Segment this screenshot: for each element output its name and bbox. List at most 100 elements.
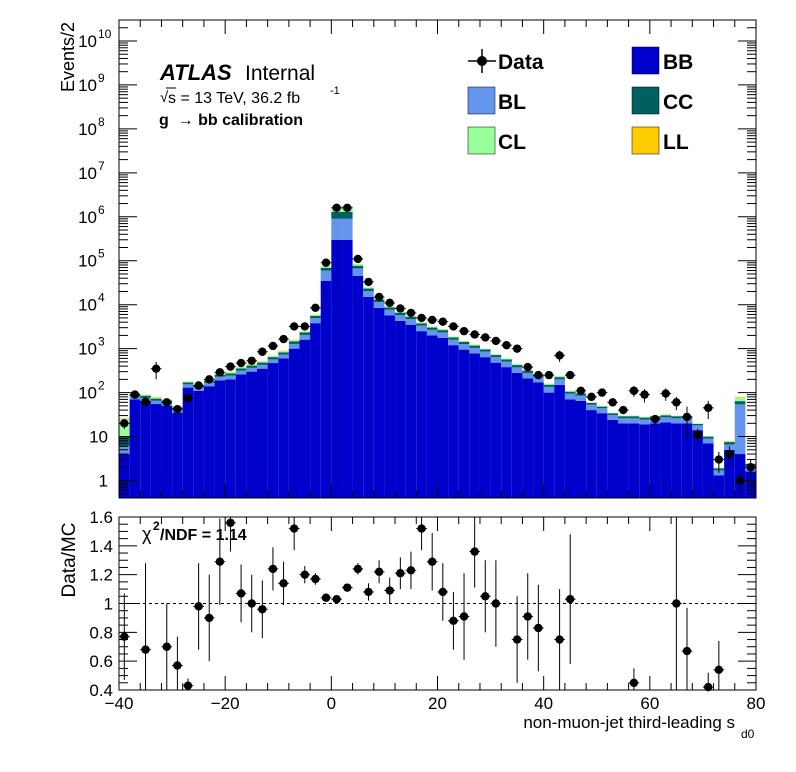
histogram-bar-cl: [479, 348, 491, 350]
y-tick-label: 10: [78, 340, 97, 359]
data-point: [353, 254, 363, 264]
ratio-point: [682, 646, 692, 656]
histogram-bar-cc: [586, 402, 597, 405]
ratio-point: [162, 642, 171, 651]
ratio-y-tick-label: 1: [104, 595, 113, 614]
histogram-bar-cc: [724, 442, 735, 445]
legend-entry-cc: CC: [631, 86, 693, 115]
ratio-point: [332, 594, 341, 604]
histogram-bar-cc: [246, 365, 258, 368]
histogram-bar-bl: [713, 470, 725, 476]
histogram-bar-bb: [288, 348, 300, 498]
histogram-bar-cc: [395, 312, 406, 316]
histogram-bar-cl: [511, 363, 523, 366]
data-point: [555, 351, 564, 360]
data-point: [566, 370, 575, 380]
histogram-bar-bb: [119, 454, 130, 498]
histogram-bar-bl: [203, 382, 215, 387]
ratio-point: [459, 612, 469, 621]
legend-label-bl: BL: [498, 91, 526, 114]
histogram-bar-bb: [554, 384, 565, 498]
data-point: [608, 398, 617, 407]
histogram-bar-bb: [203, 386, 215, 498]
ratio-point: [481, 592, 490, 601]
ratio-point: [205, 613, 214, 623]
atlas-selection: g → bb calibration: [159, 112, 303, 129]
histogram-bar-cl: [257, 361, 268, 363]
ratio-point: [300, 570, 309, 579]
histogram-bar-cc: [660, 415, 672, 418]
y-tick-label: 10: [78, 208, 97, 227]
data-point: [512, 344, 522, 353]
histogram-bar-cc: [448, 337, 459, 340]
ratio-point: [173, 661, 182, 670]
histogram-bar-bl: [628, 418, 640, 424]
histogram-bar-bb: [607, 419, 618, 498]
ratio-point: [491, 599, 501, 608]
histogram-bar-bb: [341, 239, 353, 499]
data-point: [619, 405, 628, 415]
histogram-bar-bb: [182, 387, 194, 498]
legend: Data BB BL CC CL LL: [467, 46, 693, 155]
data-point: [300, 322, 309, 331]
data-point: [279, 334, 288, 344]
y-tick-label: 10: [78, 252, 97, 271]
ratio-y-tick-label: 0.8: [89, 623, 113, 642]
histogram-bar-bb: [681, 423, 693, 498]
histogram-bar-bb: [373, 307, 385, 498]
histogram-bar-bb: [352, 275, 364, 498]
histogram-bar-cl: [628, 415, 640, 417]
histogram-bar-bl: [448, 339, 459, 346]
histogram-bar-bl: [288, 343, 300, 349]
chi2-annotation: χ 2 /NDF = 1.14: [142, 519, 247, 544]
histogram-bar-cc: [384, 307, 396, 310]
histogram-bar-bl: [235, 370, 247, 375]
ratio-point: [141, 645, 150, 654]
histogram-bar-bl: [278, 354, 289, 359]
data-point: [141, 397, 150, 406]
ratio-point: [226, 518, 235, 527]
ratio-point: [438, 587, 448, 597]
legend-label-cc: CC: [663, 91, 693, 114]
histogram-bar-bb: [405, 324, 417, 498]
histogram-bar-bb: [299, 339, 311, 498]
legend-data-marker: [477, 56, 487, 66]
histogram-bar-bl: [543, 386, 555, 393]
data-point: [173, 404, 182, 414]
histogram-bar-bl: [405, 319, 417, 325]
data-point: [130, 390, 140, 399]
histogram-bar-cl: [416, 322, 427, 324]
histogram-bar-cc: [554, 377, 565, 380]
histogram-bar-cc: [235, 368, 247, 371]
histogram-bar-bb: [437, 337, 449, 498]
atlas-status: Internal: [245, 62, 315, 85]
histogram-bar-bb: [469, 353, 480, 498]
histogram-bar-cl: [235, 367, 247, 369]
histogram-bar-cl: [469, 344, 480, 346]
ratio-point: [417, 524, 426, 533]
histogram-bar-cc: [150, 398, 162, 401]
histogram-bar-bb: [692, 430, 703, 498]
histogram-bar-bb: [713, 475, 725, 498]
ratio-point: [268, 564, 278, 574]
histogram-bar-cl: [363, 287, 374, 289]
histogram-bar-bl: [225, 375, 236, 380]
ratio-point: [120, 632, 129, 641]
histogram-bar-cl: [310, 314, 321, 316]
data-point: [661, 389, 670, 398]
ratio-point: [523, 612, 532, 621]
y-tick-label-exponent: 10: [98, 27, 112, 41]
x-tick-label: 0: [327, 694, 336, 713]
histogram-bar-cc: [257, 362, 268, 365]
histogram-bar-bb: [140, 400, 151, 498]
data-point: [523, 362, 532, 372]
y-tick-label-exponent: 5: [98, 247, 105, 261]
histogram-bar-cc: [564, 391, 576, 394]
data-point: [289, 322, 299, 331]
ratio-point: [279, 579, 288, 588]
atlas-label: ATLAS Internal √ s = 13 TeV, 36.2 fb -1 …: [159, 60, 340, 129]
histogram-bar-cc: [639, 417, 650, 420]
histogram-bar-bl: [373, 302, 385, 308]
histogram-bar-bl: [660, 417, 672, 423]
